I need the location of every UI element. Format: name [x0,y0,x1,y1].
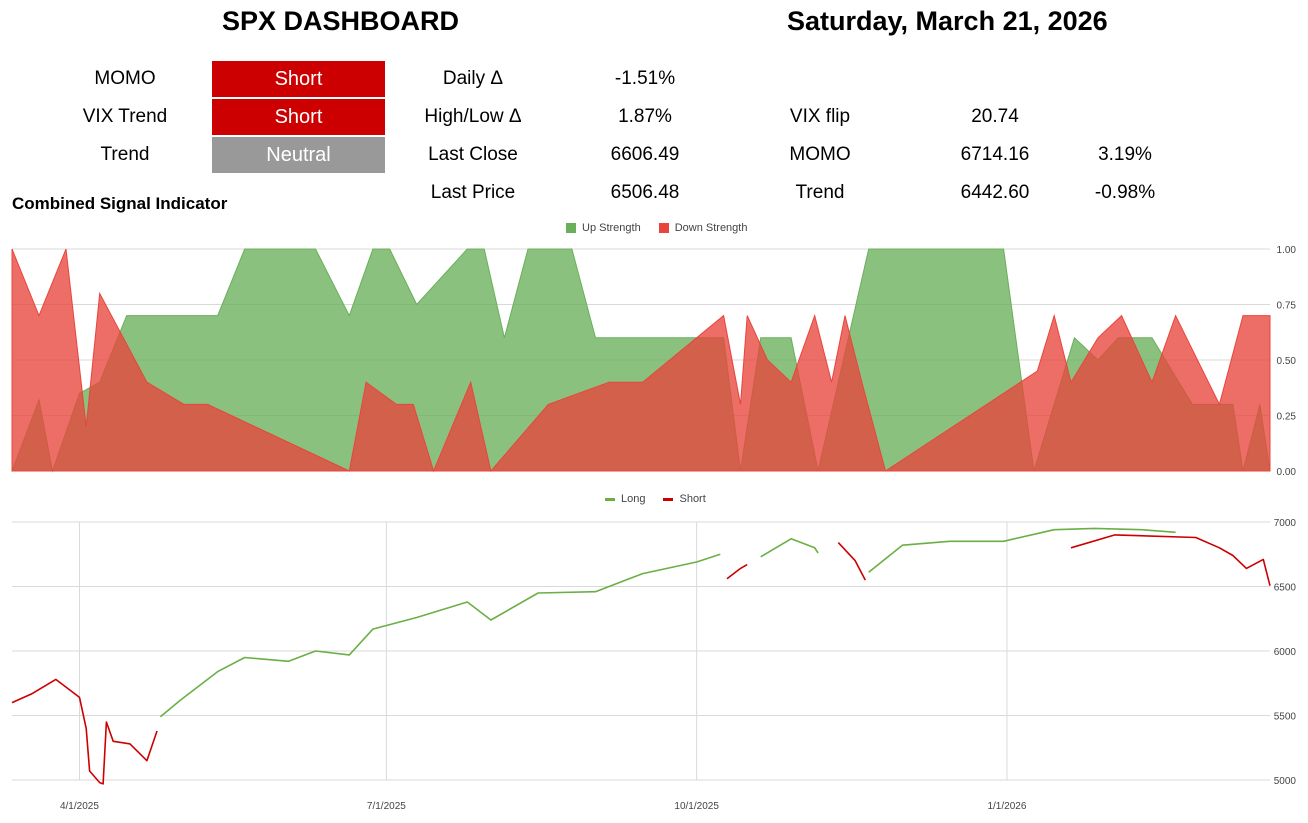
stat-value-highlow: 1.87% [618,106,672,127]
price-y-tick-label: 7000 [1274,518,1297,529]
legend-swatch-down [658,223,669,233]
price-y-tick-label: 6000 [1274,647,1297,658]
signal-y-tick-label: 0.25 [1277,412,1297,423]
price-x-tick-label: 10/1/2025 [674,801,719,812]
price-chart-legend: Long Short [605,493,706,505]
legend-label-long: Long [621,493,646,505]
dashboard-title: SPX DASHBOARD [222,6,460,36]
level-value-vix-flip: 20.74 [971,106,1019,127]
signal-y-tick-label: 0.00 [1277,467,1297,478]
level-label-trend: Trend [795,182,845,203]
legend-swatch-up [566,223,576,233]
signal-badge-vix-trend: Short [212,99,385,135]
long-series-line [868,527,1176,573]
price-y-tick-label: 6500 [1274,583,1297,594]
spx-price-chart: 7000 6500 6000 5500 5000 4/1/2025 7/1/2025 10/1… [11,518,1297,812]
price-x-tick-label: 7/1/2025 [367,801,406,812]
level-pct-momo: 3.19% [1098,144,1152,165]
combined-signal-chart: 1.00 0.75 0.50 0.25 0.00 [11,245,1297,478]
stat-label-daily: Daily Δ [442,68,504,89]
legend-line-short [663,497,674,501]
stat-value-daily: -1.51% [614,68,676,89]
short-series-line [11,678,158,785]
level-pct-trend: -0.98% [1094,182,1156,203]
short-series-line [1070,534,1271,586]
legend-line-long [605,497,615,501]
stat-label-last-close: Last Close [428,144,518,165]
long-series-line [159,553,721,718]
signal-badge-momo: Short [212,61,385,97]
section-title: Combined Signal Indicator [12,194,228,213]
signal-label-vix-trend: VIX Trend [82,106,168,127]
stat-value-last-close: 6606.49 [610,144,680,165]
level-value-trend: 6442.60 [960,182,1030,203]
short-series-line [726,563,748,580]
signal-y-tick-label: 0.50 [1277,356,1297,367]
legend-label-down: Down Strength [674,222,748,234]
signal-label-trend: Trend [100,144,150,165]
signal-chart-legend: Up Strength Down Strength [566,222,747,234]
signal-badge-trend: Neutral [212,137,385,173]
legend-label-up: Up Strength [582,222,641,234]
stat-value-last-price: 6506.48 [610,182,680,203]
price-y-tick-label: 5000 [1274,776,1297,787]
legend-label-short: Short [679,493,706,505]
level-label-vix-flip: VIX flip [789,106,851,127]
stat-label-last-price: Last Price [430,182,516,203]
stat-label-highlow: High/Low Δ [424,106,522,127]
down-strength-area [11,248,1271,473]
long-series-line [760,537,819,558]
dashboard-date: Saturday, March 21, 2026 [787,6,1108,36]
price-x-tick-label: 1/1/2026 [987,801,1026,812]
signal-y-tick-label: 0.75 [1277,301,1297,312]
signal-y-tick-label: 1.00 [1277,245,1297,256]
short-series-line [837,542,867,581]
price-y-tick-label: 5500 [1274,712,1297,723]
level-label-momo: MOMO [789,144,851,165]
level-value-momo: 6714.16 [960,144,1030,165]
signal-label-momo: MOMO [94,68,156,89]
price-x-tick-label: 4/1/2025 [60,801,99,812]
